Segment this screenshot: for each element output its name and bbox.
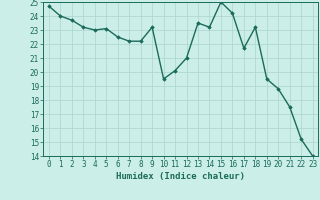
X-axis label: Humidex (Indice chaleur): Humidex (Indice chaleur) bbox=[116, 172, 245, 181]
